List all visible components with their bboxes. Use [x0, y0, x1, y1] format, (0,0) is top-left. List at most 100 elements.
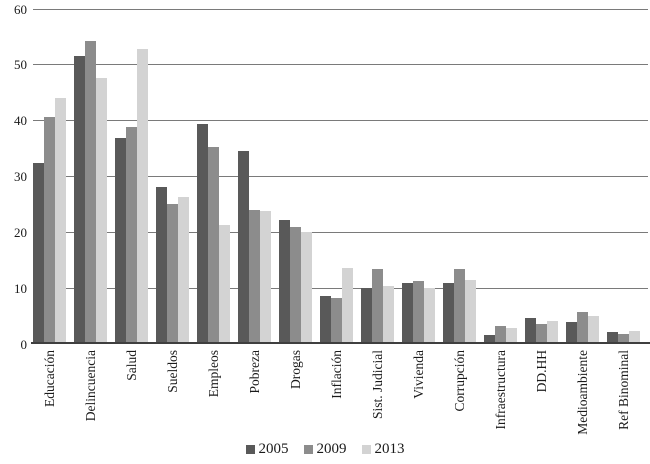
- bar-2013: [178, 197, 189, 344]
- bar-group: [197, 124, 230, 344]
- x-axis-line: [31, 342, 650, 344]
- x-category-label: Sist. Judicial: [369, 350, 385, 420]
- bar-2013: [383, 285, 394, 344]
- bar-2009: [290, 226, 301, 344]
- x-category-cell: Infraestructura: [484, 350, 517, 455]
- x-category-cell: Drogas: [279, 350, 312, 455]
- y-tick-label: 60: [14, 1, 27, 17]
- gridline: [33, 231, 648, 233]
- x-category-label: Delincuencia: [82, 350, 98, 422]
- gridline: [33, 120, 648, 122]
- legend: 2005 2009 2013: [0, 441, 650, 458]
- x-category-label: Salud: [123, 350, 139, 381]
- bar-2009: [85, 40, 96, 344]
- bar-2009: [495, 326, 506, 344]
- bar-2009: [577, 311, 588, 344]
- x-category-label: Vivienda: [410, 350, 426, 399]
- bar-group: [320, 268, 353, 344]
- x-category-label: DD.HH: [533, 350, 549, 393]
- x-category-cell: Delincuencia: [74, 350, 107, 455]
- bar-2005: [566, 322, 577, 344]
- x-category-cell: DD.HH: [525, 350, 558, 455]
- bar-2009: [44, 116, 55, 344]
- bar-2013: [629, 330, 640, 344]
- bar-2005: [484, 335, 495, 344]
- bar-2013: [588, 315, 599, 344]
- bar-2009: [454, 269, 465, 344]
- legend-item-2009: 2009: [303, 441, 347, 458]
- bar-group: [33, 98, 66, 344]
- bar-group: [484, 326, 517, 344]
- bar-2005: [525, 318, 536, 344]
- bar-2005: [197, 124, 208, 344]
- bar-2005: [33, 162, 44, 344]
- legend-item-2005: 2005: [245, 441, 289, 458]
- bar-2009: [372, 269, 383, 344]
- x-category-label: Educación: [41, 350, 57, 407]
- x-category-cell: Pobreza: [238, 350, 271, 455]
- bar-2005: [361, 287, 372, 344]
- bar-2013: [424, 287, 435, 344]
- bar-2013: [137, 49, 148, 344]
- bar-2005: [74, 56, 85, 344]
- bar-2005: [320, 295, 331, 344]
- bar-2009: [249, 210, 260, 344]
- y-tick-label: 20: [14, 224, 27, 240]
- y-tick-label: 40: [14, 113, 27, 129]
- gridline: [33, 176, 648, 177]
- bar-group: [74, 40, 107, 344]
- x-category-cell: Ref Binominal: [607, 350, 640, 455]
- bar-2013: [465, 279, 476, 344]
- gridline: [33, 8, 648, 10]
- bar-group: [279, 220, 312, 344]
- bar-2013: [547, 321, 558, 344]
- bar-2013: [301, 232, 312, 344]
- bar-group: [238, 150, 271, 344]
- bar-2005: [279, 220, 290, 344]
- x-category-label: Drogas: [287, 350, 303, 389]
- gridline: [33, 64, 648, 66]
- bar-2005: [115, 137, 126, 344]
- bar-2009: [536, 324, 547, 344]
- legend-swatch-2009: [303, 445, 313, 454]
- bar-group: [115, 49, 148, 344]
- bar-2005: [156, 186, 167, 344]
- y-tick-label: 50: [14, 57, 27, 73]
- bar-2005: [443, 283, 454, 344]
- legend-label-2005: 2005: [258, 441, 289, 457]
- x-category-cell: Educación: [33, 350, 66, 455]
- y-tick-label: 30: [14, 169, 27, 184]
- bar-2005: [607, 331, 618, 344]
- bar-2009: [331, 298, 342, 344]
- x-category-label: Inflación: [328, 350, 344, 399]
- legend-swatch-2013: [361, 445, 371, 454]
- x-category-label: Corrupción: [451, 350, 467, 412]
- bar-group: [156, 186, 189, 344]
- bar-2013: [260, 211, 271, 344]
- bar-2013: [55, 98, 66, 344]
- legend-label-2009: 2009: [316, 441, 347, 457]
- bar-group: [402, 280, 435, 344]
- bar-2013: [342, 268, 353, 344]
- legend-swatch-2005: [245, 445, 255, 454]
- plot-area: [31, 8, 650, 344]
- x-category-label: Infraestructura: [492, 350, 508, 430]
- bar-2009: [618, 333, 629, 344]
- bar-2009: [413, 280, 424, 344]
- bar-group: [443, 269, 476, 344]
- x-category-label: Sueldos: [164, 350, 180, 393]
- x-category-cell: Inflación: [320, 350, 353, 455]
- bar-2013: [219, 224, 230, 344]
- y-tick-label: 0: [20, 336, 28, 352]
- legend-label-2013: 2013: [374, 441, 405, 457]
- bar-2009: [126, 127, 137, 344]
- x-category-label: Ref Binominal: [615, 350, 631, 430]
- x-category-label: Empleos: [205, 350, 221, 398]
- bar-group: [525, 318, 558, 344]
- x-category-label: Pobreza: [246, 350, 262, 394]
- bar-group: [361, 269, 394, 344]
- bar-2009: [167, 204, 178, 344]
- bar-group: [607, 330, 640, 344]
- gridline: [33, 287, 648, 289]
